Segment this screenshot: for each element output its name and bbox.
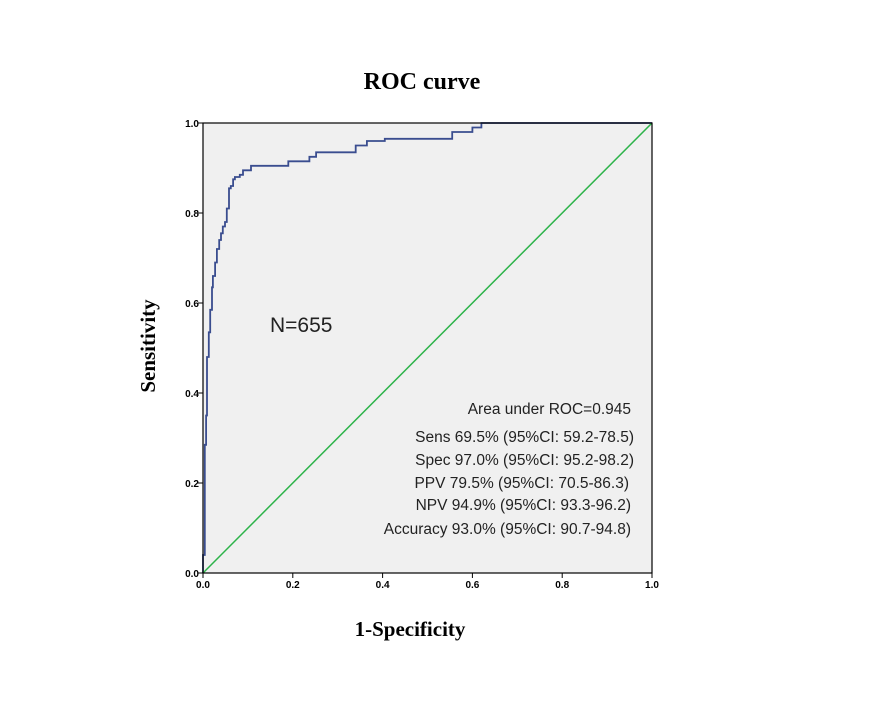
y-tick-label: 0.4	[185, 389, 199, 400]
ppv-label: PPV 79.5% (95%CI: 70.5-86.3)	[414, 475, 629, 492]
y-tick-label: 0.0	[185, 569, 199, 580]
x-tick-label: 0.8	[555, 580, 569, 591]
x-tick-label: 0.6	[465, 580, 479, 591]
x-tick-label: 0.4	[376, 580, 390, 591]
y-tick-label: 0.6	[185, 299, 199, 310]
specificity-label: Spec 97.0% (95%CI: 95.2-98.2)	[415, 452, 634, 469]
x-axis-label: 1-Specificity	[355, 617, 466, 641]
ticks-layer: 0.0 0.2 0.4 0.6 0.8 1.0 0.0 0.2 0.4 0.6 0.8 1.0	[185, 119, 659, 591]
chart-title: ROC curve	[364, 69, 481, 95]
plot-frame	[202, 122, 653, 574]
auc-label: Area under ROC=0.945	[468, 401, 631, 418]
x-tick-label: 0.2	[286, 580, 300, 591]
y-axis-label: Sensitivity	[136, 299, 160, 393]
x-tick-label: 1.0	[645, 580, 659, 591]
series-layer	[202, 122, 653, 574]
npv-label: NPV 94.9% (95%CI: 93.3-96.2)	[416, 497, 631, 514]
y-tick-label: 1.0	[185, 119, 199, 130]
roc-curve-line	[202, 122, 652, 573]
x-tick-label: 0.0	[196, 580, 210, 591]
sensitivity-label: Sens 69.5% (95%CI: 59.2-78.5)	[415, 429, 634, 446]
y-tick-label: 0.2	[185, 479, 199, 490]
y-tick-label: 0.8	[185, 209, 199, 220]
accuracy-label: Accuracy 93.0% (95%CI: 90.7-94.8)	[384, 521, 631, 538]
reference-diagonal-line	[202, 122, 653, 574]
sample-size-label: N=655	[270, 314, 332, 337]
